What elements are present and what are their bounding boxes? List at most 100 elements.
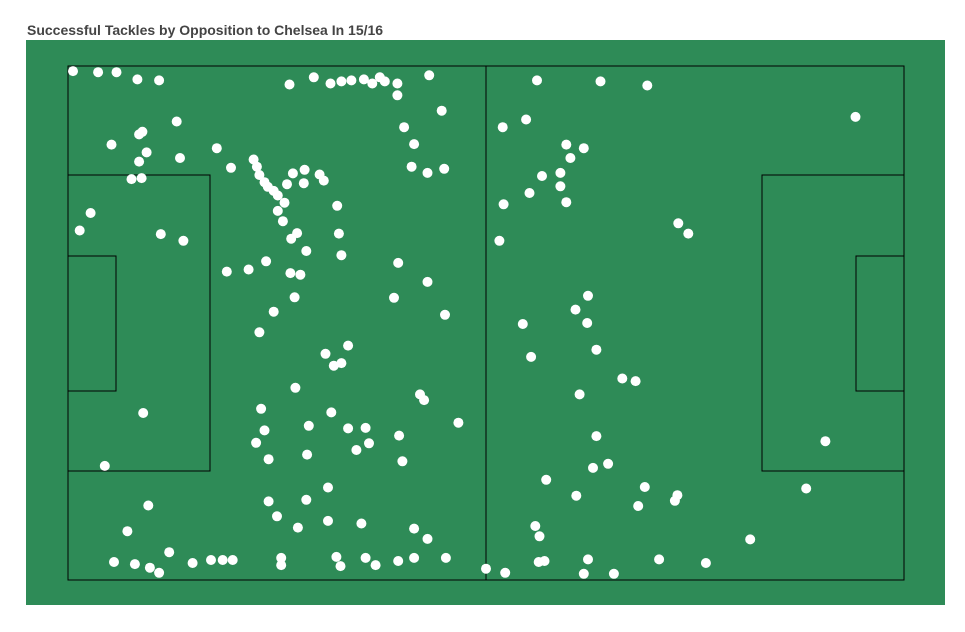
tackle-point [617, 373, 628, 384]
tackle-point [364, 438, 374, 449]
tackle-point [268, 306, 279, 317]
tackle-point [673, 218, 684, 229]
tackle-point [422, 276, 433, 287]
tackle-point [277, 216, 288, 227]
tackle-point [93, 67, 104, 78]
tackle-point [524, 188, 535, 198]
tackle-point [336, 358, 347, 369]
tackle-point [285, 268, 296, 279]
tackle-point [276, 560, 287, 571]
tackle-point [801, 483, 812, 494]
tackle-point [570, 304, 581, 315]
tackle-point [654, 554, 665, 565]
tackle-point [683, 228, 694, 239]
tackle-point [155, 229, 166, 240]
tackle-point [336, 76, 347, 87]
tackle-point [422, 533, 433, 544]
tackle-point [397, 456, 408, 467]
tackle-point [530, 521, 541, 531]
tackle-point [356, 518, 367, 529]
tackle-point [272, 511, 282, 522]
tackle-point [85, 208, 96, 218]
tackle-point [422, 167, 433, 178]
tackle-point [500, 567, 511, 578]
tackle-point [561, 197, 572, 208]
tackle-point [517, 319, 528, 329]
tackle-point [164, 547, 175, 558]
tackle-point [251, 437, 262, 448]
tackle-point [272, 190, 283, 201]
tackle-point [440, 309, 450, 320]
tackle-point [211, 143, 222, 154]
tackle-point [178, 235, 189, 246]
tackle-point [415, 389, 425, 400]
tackle-point [175, 153, 185, 163]
tackle-point [343, 340, 354, 351]
tackle-point [99, 460, 110, 471]
tackle-point [111, 67, 122, 78]
tackle-point [254, 170, 265, 180]
tackle-point [122, 526, 133, 537]
tackle-point [295, 269, 306, 280]
tackle-point [578, 143, 589, 154]
tackle-point [358, 74, 369, 85]
tackle-point [299, 164, 310, 175]
tackle-point [259, 425, 270, 436]
tackle-point [272, 205, 283, 216]
tackle-point [595, 76, 606, 87]
tackle-point [669, 495, 680, 506]
tackle-point [591, 431, 602, 442]
tackle-point [539, 556, 550, 566]
tackle-point [217, 555, 228, 565]
tackle-point [254, 327, 265, 338]
tackle-point [633, 501, 644, 511]
tackle-point [251, 161, 262, 172]
tackle-point [409, 523, 420, 534]
tackle-point [227, 555, 238, 565]
tackle-point [187, 558, 198, 568]
tackle-point [137, 126, 148, 137]
tackle-point [132, 74, 143, 85]
tackle-point [532, 75, 542, 86]
tackle-point [263, 496, 274, 507]
tackle-point [360, 422, 371, 433]
tackle-point [326, 407, 337, 418]
tackle-point [850, 111, 861, 122]
tackle-point [74, 225, 85, 236]
tackle-point [565, 153, 576, 163]
tackle-point [591, 344, 602, 355]
tackle-point [393, 556, 404, 566]
tackle-point [106, 139, 117, 150]
tackle-point [578, 568, 589, 579]
tackle-point [298, 178, 309, 189]
tackle-point [154, 567, 165, 578]
tackle-point [109, 557, 119, 567]
tackle-point [287, 168, 298, 179]
tackle-point [440, 552, 451, 563]
tackle-point [308, 72, 319, 83]
tackle-point [639, 482, 650, 492]
tackle-point [302, 449, 313, 460]
tackle-point [409, 552, 420, 563]
tackle-point [497, 122, 508, 133]
tackle-point [555, 181, 566, 192]
tackle-point [424, 70, 435, 81]
tackle-point [537, 171, 547, 181]
tackle-point [582, 318, 593, 328]
tackle-point [399, 122, 410, 133]
tackle-point [346, 75, 357, 86]
tackle-point [276, 552, 287, 563]
tackle-point [290, 382, 301, 393]
tackle-point [526, 351, 537, 362]
tackle-point [343, 423, 354, 434]
tackle-point [608, 568, 619, 579]
tackle-point [325, 78, 336, 89]
pitch-markings [67, 65, 905, 581]
tackle-point [328, 360, 339, 371]
tackle-point [143, 500, 154, 511]
tackle-point [642, 80, 653, 91]
tackle-point [393, 257, 404, 268]
tackle-point [243, 264, 254, 275]
tackle-point [256, 403, 267, 414]
